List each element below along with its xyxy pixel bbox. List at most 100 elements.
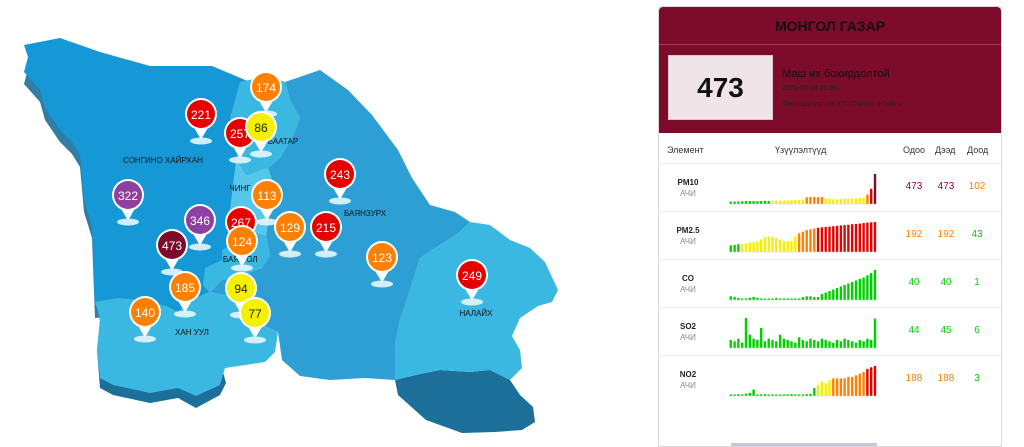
pollutant-row-so2[interactable]: SO2 АЧИ 44 45 6 [659,307,1001,355]
pollutant-high-value: 45 [940,325,952,336]
district-labels: СОНГИНО ХАЙРХАН ЧИНГ БААТАР БАЯНЗУРХ БАЯ… [123,137,493,337]
sparkline-bar [816,197,820,204]
sparkline-bar [760,394,763,396]
marker-fill [187,100,215,128]
sparkline-bar [737,201,740,204]
station-marker[interactable]: 113 [251,179,283,226]
sparkline-bar [733,245,736,252]
sparkline-bar [756,340,759,348]
sparkline-bar [752,389,755,396]
label-khan-uul: ХАН УУЛ [175,328,209,337]
sparkline-bar [854,375,858,396]
marker-value: 124 [232,235,252,249]
marker-value: 113 [257,189,276,203]
marker-fill [247,113,275,141]
sparkline-bar [862,197,865,204]
sparkline-bar [870,340,873,348]
sparkline-bar [809,393,812,396]
sparkline-bar [729,201,732,204]
station-marker[interactable]: 249 [456,259,488,306]
sparkline-bar [809,338,812,348]
sparkline-bar [782,338,786,348]
sparkline-bar [775,200,778,204]
sparkline-bar [733,297,736,300]
sparkline-bar [744,393,748,396]
station-marker[interactable]: 86 [245,111,277,158]
sparkline-bar [816,227,820,252]
pollutant-row-pm25[interactable]: PM2.5 АЧИ 192 192 43 [659,211,1001,259]
aqi-status-text: Маш их бохирдолтой [782,68,890,80]
sparkline-bar [760,298,763,300]
sparkline-bar [748,297,751,301]
sparkline-bar [858,279,861,300]
sparkline-bar [809,229,812,252]
pollutant-row-no2[interactable]: NO2 АЧИ 188 188 3 [659,355,1001,403]
station-marker[interactable]: 123 [366,241,398,288]
marker-fill [368,243,396,271]
marker-value: 77 [248,307,262,321]
sparkline-bar [741,342,744,348]
sparkline-bar [839,198,843,204]
marker-shadow [174,310,196,318]
marker-value: 215 [316,221,336,235]
sparkline-bar [778,239,782,252]
sparkline-bar [873,174,877,204]
station-marker[interactable]: 129 [274,211,306,258]
station-marker[interactable]: 221 [185,98,217,145]
sparkline-bar [760,328,763,348]
pollutant-low-value: 1 [974,277,980,288]
marker-shadow [371,280,393,288]
marker-shadow [117,218,139,226]
sparkline-bar [847,224,850,252]
station-marker[interactable]: 185 [169,271,201,318]
pollutant-name: PM2.5 [676,226,700,235]
sparkline-bar [809,197,812,204]
sparkline-bar [813,228,816,252]
station-marker[interactable]: 77 [239,297,271,344]
station-marker[interactable]: 346 [184,204,216,251]
sparkline-bar [813,340,816,348]
station-marker[interactable]: 215 [310,211,342,258]
sparkline-bar [756,394,759,396]
sparkline-bar [741,243,744,252]
station-marker[interactable]: 243 [324,158,356,205]
marker-shadow [461,298,483,306]
sparkline-bar [805,341,808,348]
pollutant-sparkline [729,318,877,349]
sparkline-bar [824,340,827,348]
pollutant-sparkline [729,222,877,253]
sparkline-bar [733,341,736,348]
sparkline-bar [778,298,782,300]
marker-value: 86 [254,121,268,135]
pollutant-row-co[interactable]: CO АЧИ 40 40 1 [659,259,1001,307]
pollutant-high-value: 192 [937,229,955,240]
sparkline-bar [748,201,751,204]
marker-fill [158,231,186,259]
marker-value: 140 [135,306,155,320]
pollutant-row-pm10[interactable]: PM10 АЧИ 473 473 102 [659,163,1001,211]
station-marker[interactable]: 140 [129,296,161,343]
sparkline-bar [729,245,732,252]
sparkline-bar [771,394,774,396]
station-marker[interactable]: 322 [112,179,144,226]
aqi-value-box[interactable]: 473 [668,55,773,120]
sparkline-bar [835,340,839,348]
marker-shadow [256,218,278,226]
scroll-indicator[interactable] [731,443,877,446]
sparkline-bar [794,236,797,252]
station-marker[interactable]: 124 [226,225,258,272]
marker-shadow [229,156,251,164]
marker-value: 221 [191,108,211,122]
sparkline-bar [862,223,865,252]
sparkline-bar [862,277,865,300]
marker-shadow [315,250,337,258]
sparkline-bar [820,197,824,204]
sparkline-bar [771,298,774,300]
sparkline-bar [756,201,759,204]
header-low: Доод [967,145,989,155]
station-marker[interactable]: 473 [156,229,188,276]
sparkline-bar [801,199,805,204]
sparkline-bar [866,222,869,252]
sparkline-bar [854,342,858,348]
sparkline-bar [771,340,774,348]
